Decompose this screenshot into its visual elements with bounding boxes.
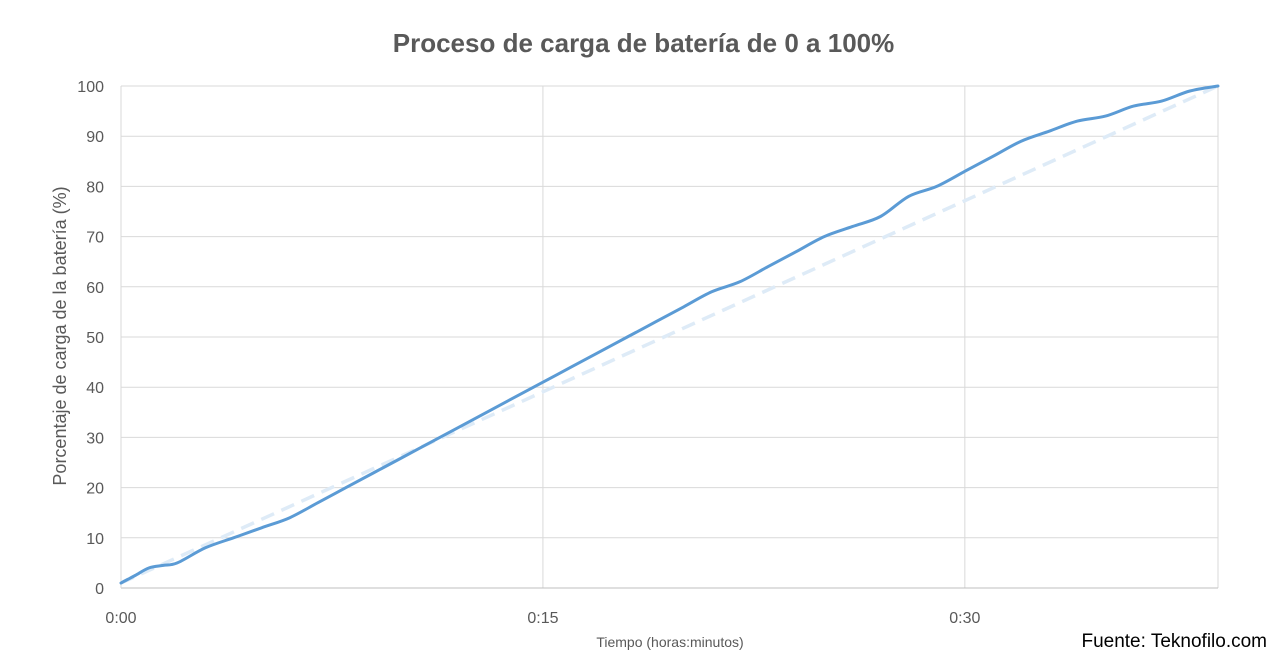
y-tick-label: 100 [77,79,104,96]
axes [120,86,1218,589]
tick-labels: 0 10 20 30 40 50 60 70 80 90 100 0:00 0:15 0:30 [77,79,980,627]
x-axis-label: Tiempo (horas:minutos) [596,634,743,650]
y-tick-label: 0 [95,581,104,598]
y-tick-label: 20 [86,481,104,498]
y-tick-label: 30 [86,430,104,447]
x-tick-label: 0:15 [527,610,558,627]
series-lines [119,84,1220,585]
x-tick-label: 0:00 [105,610,136,627]
y-tick-label: 50 [86,330,104,347]
series-line-reference [120,84,1219,585]
y-tick-label: 10 [86,531,104,548]
y-tick-label: 70 [86,230,104,247]
x-tick-label: 0:30 [949,610,980,627]
series-line-charge [119,84,1220,585]
source-note: Fuente: Teknofilo.com [1081,631,1267,652]
y-tick-label: 60 [86,280,104,297]
y-tick-label: 90 [86,129,104,146]
y-tick-label: 40 [86,380,104,397]
y-axis-label: Porcentaje de carga de la batería (%) [50,186,70,485]
y-tick-label: 80 [86,179,104,196]
chart-title: Proceso de carga de batería de 0 a 100% [392,28,895,58]
